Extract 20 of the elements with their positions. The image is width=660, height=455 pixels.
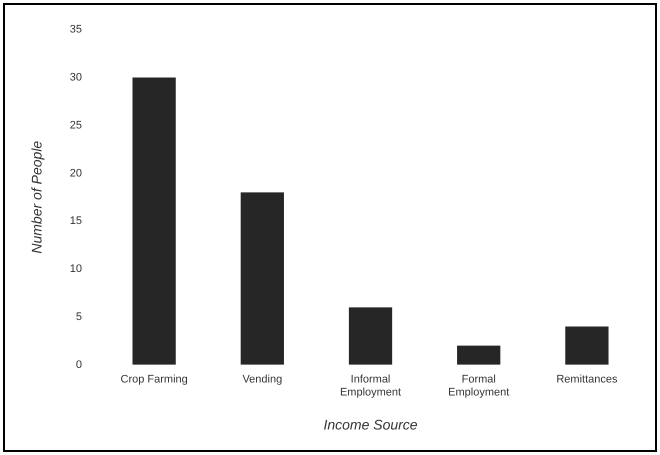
x-tick-label: Remittances	[556, 373, 618, 386]
x-tick-label: Informal Employment	[340, 373, 402, 399]
x-tick-label: Formal Employment	[448, 373, 510, 399]
bar	[132, 77, 176, 365]
x-tick-label: Vending	[242, 373, 282, 386]
x-axis-title: Income Source	[323, 416, 418, 432]
y-tick-label: 35	[70, 24, 82, 36]
bar	[565, 326, 609, 365]
y-tick-label: 10	[70, 263, 82, 276]
y-tick-label: 0	[76, 358, 82, 371]
y-axis-title: Number of People	[28, 140, 44, 254]
y-tick-label: 15	[70, 215, 82, 228]
y-tick-label: 5	[76, 310, 82, 323]
y-tick-label: 25	[70, 119, 82, 132]
y-tick-label: 20	[70, 167, 82, 180]
bar	[348, 307, 392, 365]
bar	[457, 346, 500, 365]
y-tick-label: 30	[70, 72, 82, 84]
x-tick-label: Crop Farming	[120, 373, 188, 386]
bar	[240, 192, 284, 365]
